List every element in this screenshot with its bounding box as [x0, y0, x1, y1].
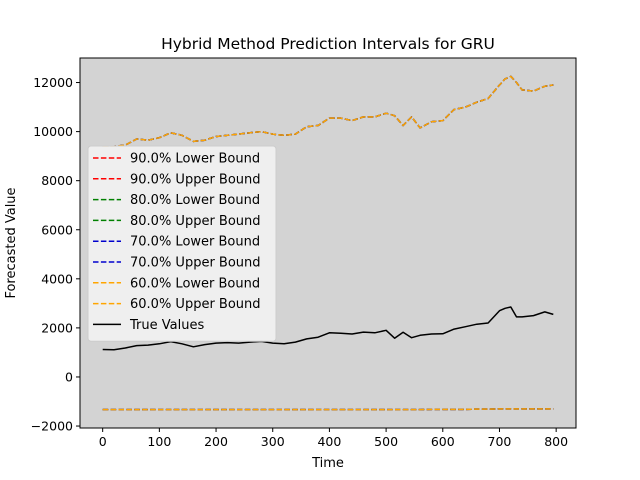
- legend-label: 70.0% Upper Bound: [130, 256, 261, 271]
- x-axis-ticks: 0 100 200 300 400 500 600 700 800: [99, 428, 568, 449]
- series-line-7: [102, 408, 554, 411]
- x-tick-label: 700: [488, 434, 512, 449]
- y-tick-label: 12000: [33, 75, 73, 90]
- x-tick-label: 400: [317, 434, 341, 449]
- legend-label: 70.0% Lower Bound: [130, 235, 260, 250]
- y-axis-ticks: −2000 0 2000 4000 6000 8000 10000 12000: [31, 75, 80, 434]
- y-tick-label: 2000: [41, 320, 73, 335]
- x-tick-label: 100: [147, 434, 171, 449]
- legend-label: 80.0% Upper Bound: [130, 214, 261, 229]
- legend-label: 60.0% Upper Bound: [130, 297, 261, 312]
- plot-frame: [79, 57, 577, 429]
- legend-label: 90.0% Lower Bound: [130, 152, 260, 167]
- legend-label: True Values: [129, 318, 204, 333]
- y-tick-label: −2000: [31, 419, 73, 434]
- legend-label: 60.0% Lower Bound: [130, 276, 260, 291]
- x-tick-label: 300: [261, 434, 285, 449]
- x-tick-label: 0: [99, 434, 107, 449]
- x-tick-label: 500: [374, 434, 398, 449]
- y-tick-label: 4000: [41, 271, 73, 286]
- x-tick-label: 200: [204, 434, 228, 449]
- y-tick-label: 6000: [41, 222, 73, 237]
- legend-box: [87, 145, 277, 342]
- y-tick-label: 8000: [41, 173, 73, 188]
- y-tick-label: 10000: [33, 124, 73, 139]
- series-layer: [102, 75, 554, 411]
- chart-title: Hybrid Method Prediction Intervals for G…: [161, 35, 495, 53]
- x-tick-label: 600: [431, 434, 455, 449]
- series-line-9: [102, 306, 554, 351]
- legend: 90.0% Lower Bound 90.0% Upper Bound 80.0% …: [87, 145, 277, 342]
- x-axis-label: Time: [311, 456, 344, 471]
- y-tick-label: 0: [65, 369, 73, 384]
- x-tick-label: 800: [544, 434, 568, 449]
- legend-label: 90.0% Upper Bound: [130, 172, 261, 187]
- legend-label: 80.0% Lower Bound: [130, 193, 260, 208]
- y-axis-label: Forecasted Value: [4, 187, 19, 298]
- series-line-8: [102, 75, 554, 148]
